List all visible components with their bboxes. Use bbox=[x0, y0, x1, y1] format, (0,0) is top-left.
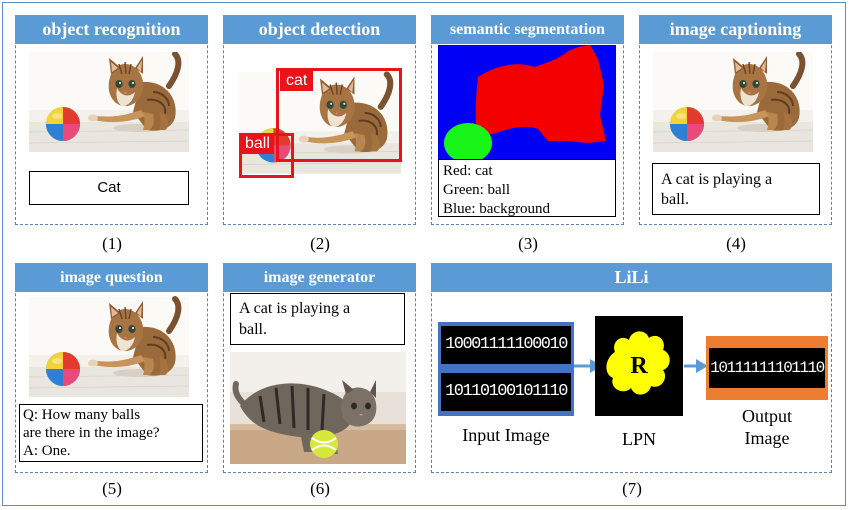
ball-detection-label: ball bbox=[241, 134, 274, 154]
input-image-label: Input Image bbox=[462, 425, 550, 445]
output-bits: 10111111101110 bbox=[709, 348, 825, 388]
panel-number: (1) bbox=[102, 234, 122, 253]
panel-image-question: image question Q: How many balls are the… bbox=[15, 263, 208, 473]
panel-object-detection: object detection cat ball bbox=[223, 15, 416, 225]
legend-line: Red: cat bbox=[443, 163, 493, 179]
panel-number: (6) bbox=[310, 479, 330, 498]
panel-number: (2) bbox=[310, 234, 330, 253]
legend-line: Blue: background bbox=[443, 201, 551, 217]
panel-number: (3) bbox=[518, 234, 538, 253]
arrow-right-icon bbox=[684, 359, 708, 373]
output-label-line: Image bbox=[744, 428, 790, 448]
generator-prompt-box: A cat is playing a ball. bbox=[230, 293, 405, 345]
panel-title: object recognition bbox=[15, 15, 208, 44]
legend-line: Green: ball bbox=[443, 182, 511, 198]
recognition-label-box: Cat bbox=[29, 171, 189, 205]
lpn-letter: R bbox=[630, 353, 648, 379]
output-image-block: 10111111101110 bbox=[706, 336, 828, 400]
panel-number: (7) bbox=[622, 479, 642, 498]
lpn-label: LPN bbox=[621, 429, 656, 449]
segmentation-legend: Red: cat Green: ball Blue: background bbox=[438, 159, 616, 217]
input-bits-row-1: 10001111100010 bbox=[441, 326, 571, 364]
panel-title: image generator bbox=[223, 263, 416, 292]
generated-image bbox=[230, 352, 406, 464]
question-answer-box: Q: How many balls are there in the image… bbox=[19, 404, 203, 462]
prompt-line: ball. bbox=[239, 321, 267, 338]
output-image-label: Output Image bbox=[706, 405, 828, 449]
kitten-ball-image bbox=[653, 52, 813, 152]
panel-title: image question bbox=[15, 263, 208, 292]
panel-title: object detection bbox=[223, 15, 416, 44]
output-label-line: Output bbox=[741, 406, 792, 426]
panel-title: image captioning bbox=[639, 15, 832, 44]
kitten-ball-image bbox=[29, 296, 189, 398]
lpn-block bbox=[595, 316, 683, 416]
qa-line: A: One. bbox=[23, 443, 71, 459]
qa-line: Q: How many balls bbox=[23, 407, 141, 423]
segmentation-map bbox=[438, 45, 616, 165]
caption-line: A cat is playing a bbox=[661, 171, 773, 188]
prompt-line: A cat is playing a bbox=[239, 300, 351, 317]
cat-bounding-box bbox=[276, 68, 402, 162]
input-image-block: 10001111100010 10110100101110 bbox=[438, 322, 574, 416]
panel-title: LiLi bbox=[431, 263, 832, 292]
caption-box: A cat is playing a ball. bbox=[652, 163, 820, 215]
panel-object-recognition: object recognition Cat bbox=[15, 15, 208, 225]
panel-image-captioning: image captioning A cat is playing a ball… bbox=[639, 15, 832, 225]
panel-title: semantic segmentation bbox=[431, 15, 624, 44]
panel-semantic-segmentation: semantic segmentation Red: cat Green: ba… bbox=[431, 15, 624, 225]
qa-line: are there in the image? bbox=[23, 425, 160, 441]
kitten-ball-image bbox=[29, 52, 189, 152]
cat-detection-label: cat bbox=[280, 71, 314, 91]
caption-line: ball. bbox=[661, 191, 689, 208]
panel-image-generator: image generator A cat is playing a ball. bbox=[223, 263, 416, 473]
input-bits-row-2: 10110100101110 bbox=[441, 373, 571, 411]
panel-number: (4) bbox=[726, 234, 746, 253]
panel-lili: LiLi 10001111100010 10110100101110 Input… bbox=[431, 263, 832, 473]
recognition-label: Cat bbox=[97, 179, 121, 196]
panel-number: (5) bbox=[102, 479, 122, 498]
